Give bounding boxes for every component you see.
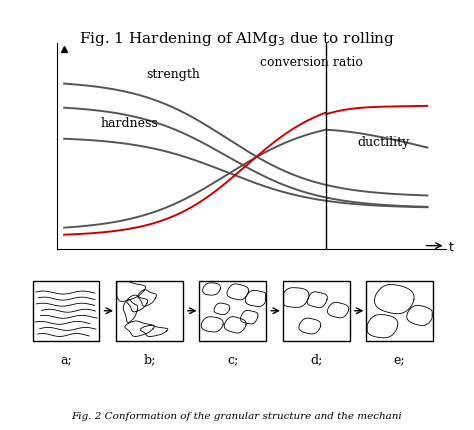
Text: e;: e; xyxy=(394,353,405,367)
Text: Fig. 1 Hardening of AlMg$_3$ due to rolling: Fig. 1 Hardening of AlMg$_3$ due to roll… xyxy=(79,30,395,48)
Text: a;: a; xyxy=(60,353,72,367)
Bar xyxy=(283,281,350,341)
Text: conversion ratio: conversion ratio xyxy=(260,56,363,69)
Text: ductility: ductility xyxy=(358,136,410,149)
Text: t: t xyxy=(449,241,454,254)
Bar xyxy=(116,281,183,341)
Text: Fig. 2 Conformation of the granular structure and the mechani: Fig. 2 Conformation of the granular stru… xyxy=(72,412,402,421)
Bar xyxy=(366,281,433,341)
Bar xyxy=(33,281,100,341)
Text: strength: strength xyxy=(146,68,200,80)
Text: c;: c; xyxy=(227,353,238,367)
Bar xyxy=(200,281,266,341)
Text: b;: b; xyxy=(143,353,155,367)
Text: hardness: hardness xyxy=(100,117,158,130)
Text: d;: d; xyxy=(310,353,322,367)
